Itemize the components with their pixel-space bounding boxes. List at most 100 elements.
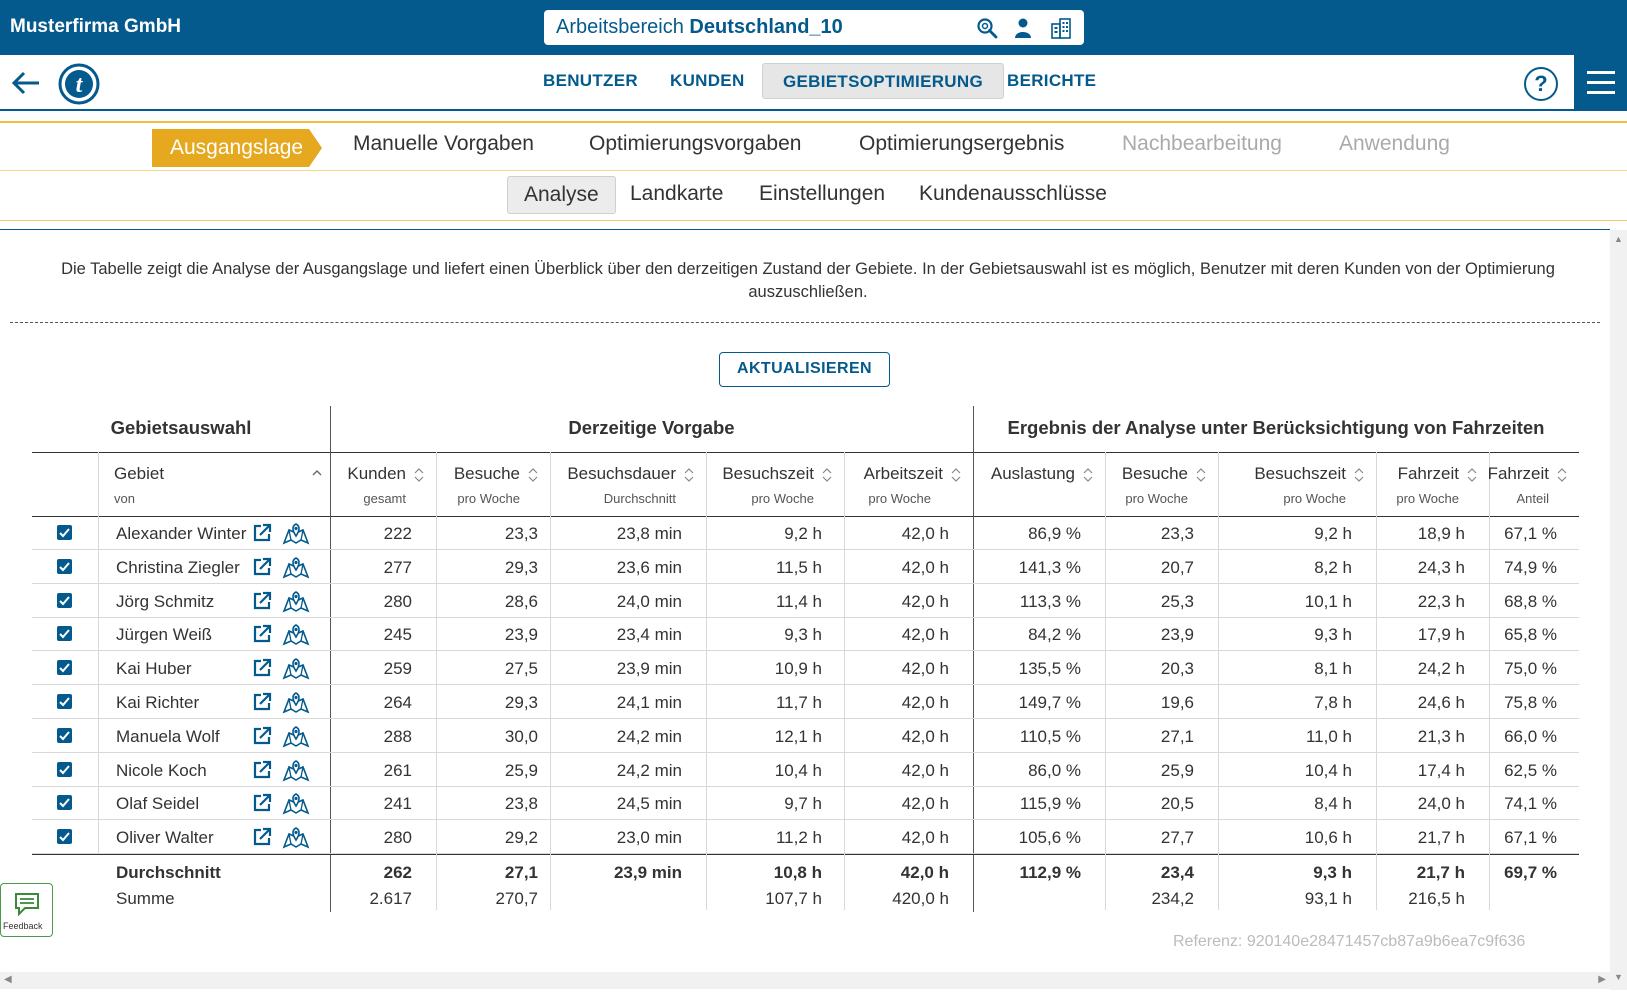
column-header[interactable]: Besuchsdauer Durchschnitt — [550, 452, 706, 516]
back-arrow-icon[interactable] — [10, 67, 42, 99]
summary-cell: 2.617 — [369, 889, 412, 908]
nav-tab-berichte[interactable]: BERICHTE — [1007, 71, 1097, 90]
refresh-button[interactable]: AKTUALISIEREN — [719, 352, 890, 387]
workspace-selector[interactable]: Arbeitsbereich Deutschland_10 — [544, 10, 1084, 45]
subtab-landkarte[interactable]: Landkarte — [630, 182, 724, 205]
sort-icon[interactable] — [1083, 468, 1093, 482]
sort-icon[interactable] — [1467, 468, 1477, 482]
sort-icon[interactable] — [528, 468, 538, 482]
summary-cell: 21,7 h — [1416, 863, 1465, 882]
summary-divider — [1376, 854, 1377, 910]
sort-icon[interactable] — [1557, 468, 1567, 482]
cell-divider — [706, 651, 707, 686]
map-marker-icon[interactable] — [282, 758, 310, 782]
table-cell: 23,8 — [504, 794, 538, 814]
external-link-icon[interactable] — [252, 726, 272, 746]
nav-tab-benutzer[interactable]: BENUTZER — [543, 71, 638, 90]
column-header[interactable]: Gebiet von — [98, 452, 330, 516]
group-header-ergebnis: Ergebnis der Analyse unter Berücksichtig… — [1007, 417, 1545, 438]
column-header[interactable]: Besuche pro Woche — [1105, 452, 1218, 516]
column-header[interactable]: Fahrzeit Anteil — [1488, 452, 1579, 516]
column-header[interactable]: Kunden gesamt — [330, 452, 436, 516]
map-marker-icon[interactable] — [282, 521, 310, 545]
map-marker-icon[interactable] — [282, 690, 310, 714]
user-icon[interactable] — [1012, 17, 1034, 39]
sort-icon[interactable] — [1196, 468, 1206, 482]
row-checkbox[interactable] — [57, 694, 72, 709]
horizontal-scrollbar[interactable]: ◀ ▶ — [0, 972, 1610, 989]
map-marker-icon[interactable] — [282, 724, 310, 748]
table-cell: 24,5 min — [616, 794, 682, 814]
row-checkbox[interactable] — [57, 761, 72, 777]
step-optimierungsergebnis[interactable]: Optimierungsergebnis — [859, 132, 1065, 155]
sort-icon[interactable] — [312, 468, 322, 482]
nav-tab-gebietsoptimierung[interactable]: GEBIETSOPTIMIERUNG — [762, 63, 1004, 99]
subtab-analyse[interactable]: Analyse — [507, 176, 616, 214]
table-row: Jürgen Weiß 245 23,9 23,4 min 9,3 h 42,0 h 84,… — [32, 617, 1579, 652]
step-manuelle-vorgaben[interactable]: Manuelle Vorgaben — [353, 132, 534, 155]
cell-divider — [1105, 718, 1106, 753]
external-link-icon[interactable] — [252, 793, 272, 813]
sort-icon[interactable] — [951, 468, 961, 482]
row-checkbox[interactable] — [57, 829, 72, 845]
subtab-kundenausschluesse[interactable]: Kundenausschlüsse — [919, 182, 1107, 205]
external-link-icon[interactable] — [252, 692, 272, 712]
help-icon[interactable]: ? — [1524, 67, 1558, 101]
column-header[interactable]: Fahrzeit pro Woche — [1376, 452, 1489, 516]
row-checkbox[interactable] — [57, 592, 72, 608]
search-icon[interactable] — [976, 17, 998, 39]
table-cell: 141,3 % — [1018, 557, 1081, 577]
vertical-scrollbar[interactable]: ▲ ▼ — [1610, 230, 1627, 990]
sort-icon[interactable] — [684, 468, 694, 482]
step-optimierungsvorgaben[interactable]: Optimierungsvorgaben — [589, 132, 802, 155]
table-cell: 74,1 % — [1504, 794, 1557, 814]
column-header[interactable]: Besuchszeit pro Woche — [1218, 452, 1376, 516]
column-header[interactable]: Besuchszeit pro Woche — [706, 452, 844, 516]
sort-icon[interactable] — [414, 468, 424, 482]
workspace-prefix: Arbeitsbereich — [556, 16, 684, 38]
nav-tab-kunden[interactable]: KUNDEN — [670, 71, 745, 90]
external-link-icon[interactable] — [252, 523, 272, 543]
row-checkbox[interactable] — [57, 795, 72, 811]
feedback-button[interactable]: Feedback — [0, 883, 53, 937]
step-ausgangslage[interactable]: Ausgangslage — [152, 129, 322, 167]
external-link-icon[interactable] — [252, 624, 272, 644]
table-cell: 23,3 — [504, 524, 538, 543]
building-icon[interactable] — [1050, 17, 1072, 39]
external-link-icon[interactable] — [252, 658, 272, 678]
cell-divider — [550, 786, 551, 821]
row-checkbox[interactable] — [57, 558, 72, 574]
hamburger-menu-icon[interactable] — [1574, 55, 1627, 111]
app-logo-icon[interactable]: t — [58, 63, 100, 105]
map-marker-icon[interactable] — [282, 589, 310, 613]
subtab-einstellungen[interactable]: Einstellungen — [759, 182, 886, 205]
summary-cell: 270,7 — [495, 889, 538, 908]
column-header[interactable]: Arbeitszeit pro Woche — [844, 452, 973, 516]
row-checkbox[interactable] — [57, 525, 72, 540]
external-link-icon[interactable] — [252, 591, 272, 611]
map-marker-icon[interactable] — [282, 791, 310, 815]
row-checkbox[interactable] — [57, 626, 72, 642]
row-checkbox[interactable] — [57, 660, 72, 676]
sort-icon[interactable] — [822, 468, 832, 482]
map-marker-icon[interactable] — [282, 825, 310, 849]
column-divider — [550, 452, 551, 516]
table-row: Olaf Seidel 241 23,8 24,5 min 9,7 h 42,0 h 115… — [32, 786, 1579, 821]
table-cell: 261 — [383, 760, 412, 780]
table-cell: 42,0 h — [901, 557, 949, 577]
map-marker-icon[interactable] — [282, 656, 310, 680]
map-marker-icon[interactable] — [282, 555, 310, 579]
table-cell: 9,3 h — [784, 625, 822, 645]
column-header[interactable]: Auslastung — [973, 452, 1105, 516]
row-checkbox[interactable] — [57, 727, 72, 743]
cell-divider — [844, 516, 845, 550]
table-cell: 42,0 h — [901, 828, 949, 848]
map-marker-icon[interactable] — [282, 622, 310, 646]
external-link-icon[interactable] — [252, 827, 272, 847]
table-cell: 280 — [383, 828, 412, 848]
sort-icon[interactable] — [1354, 468, 1364, 482]
external-link-icon[interactable] — [252, 557, 272, 577]
summary-divider — [1489, 854, 1490, 910]
column-header[interactable]: Besuche pro Woche — [436, 452, 550, 516]
external-link-icon[interactable] — [252, 760, 272, 780]
